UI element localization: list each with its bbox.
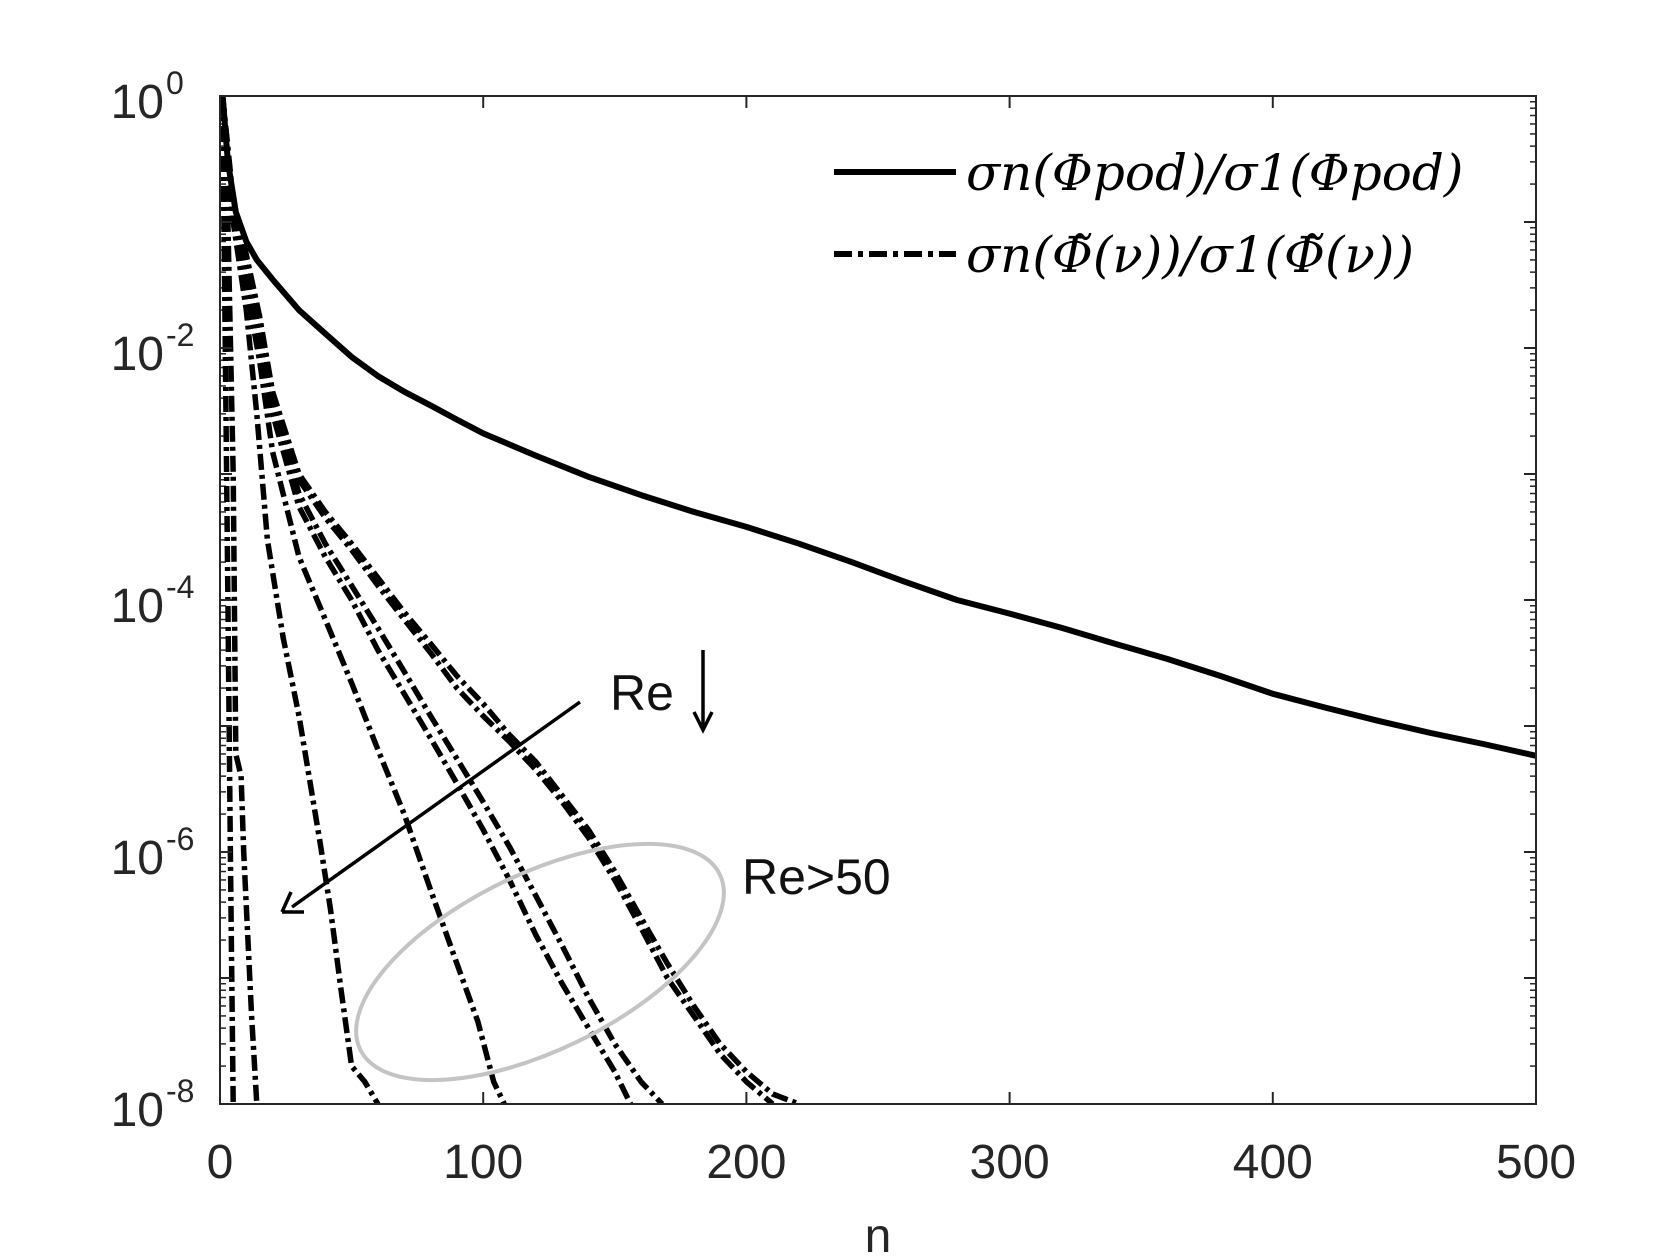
y-tick-exponent-4: -8 — [166, 1073, 194, 1109]
re-diagonal-arrowhead — [280, 891, 304, 914]
ellipse-annotation: Re>50 — [354, 841, 891, 1083]
y-tick-exponent-3: -6 — [166, 821, 194, 857]
y-tick-label-2: 10 — [111, 580, 164, 633]
re-down-arrowhead — [692, 711, 714, 734]
plot-area — [220, 96, 1536, 1104]
series-line-0 — [220, 96, 1536, 759]
re-diagonal-arrow — [290, 700, 582, 909]
y-tick-label-0: 10 — [111, 76, 164, 129]
legend-label-solid: σn(Φpod)/σ1(Φpod) — [966, 144, 1463, 202]
y-tick-exponent-0: 0 — [166, 65, 184, 101]
re-annotation: Re — [280, 650, 714, 914]
re-above-50-ellipse — [354, 841, 726, 1083]
series-layer — [220, 96, 1536, 1104]
x-tick-label-4: 400 — [1233, 1136, 1313, 1189]
y-tick-label-4: 10 — [111, 1084, 164, 1137]
legend: σn(Φpod)/σ1(Φpod) σn(Φ̃(ν))/σ1(Φ̃(ν)) — [834, 144, 1463, 284]
major-ticks — [219, 95, 1537, 1105]
series-line-2 — [220, 96, 260, 1104]
x-tick-labels: 0 100 200 300 400 500 — [207, 1136, 1576, 1189]
x-tick-label-2: 200 — [706, 1136, 786, 1189]
legend-label-dashdot: σn(Φ̃(ν))/σ1(Φ̃(ν)) — [966, 226, 1414, 284]
y-tick-label-1: 10 — [111, 328, 164, 381]
x-tick-label-1: 100 — [443, 1136, 523, 1189]
y-tick-exponent-2: -4 — [166, 569, 194, 605]
series-line-3 — [220, 96, 381, 1104]
x-tick-label-5: 500 — [1496, 1136, 1576, 1189]
series-line-4 — [220, 96, 507, 1104]
y-tick-exponent-1: -2 — [166, 317, 194, 353]
re-above-50-label: Re>50 — [742, 849, 891, 905]
x-tick-label-3: 300 — [970, 1136, 1050, 1189]
re-arrow-label: Re — [610, 665, 674, 721]
x-tick-label-0: 0 — [207, 1136, 234, 1189]
x-axis-label: n — [865, 1210, 892, 1260]
y-tick-label-3: 10 — [111, 832, 164, 885]
series-line-8 — [220, 96, 800, 1104]
